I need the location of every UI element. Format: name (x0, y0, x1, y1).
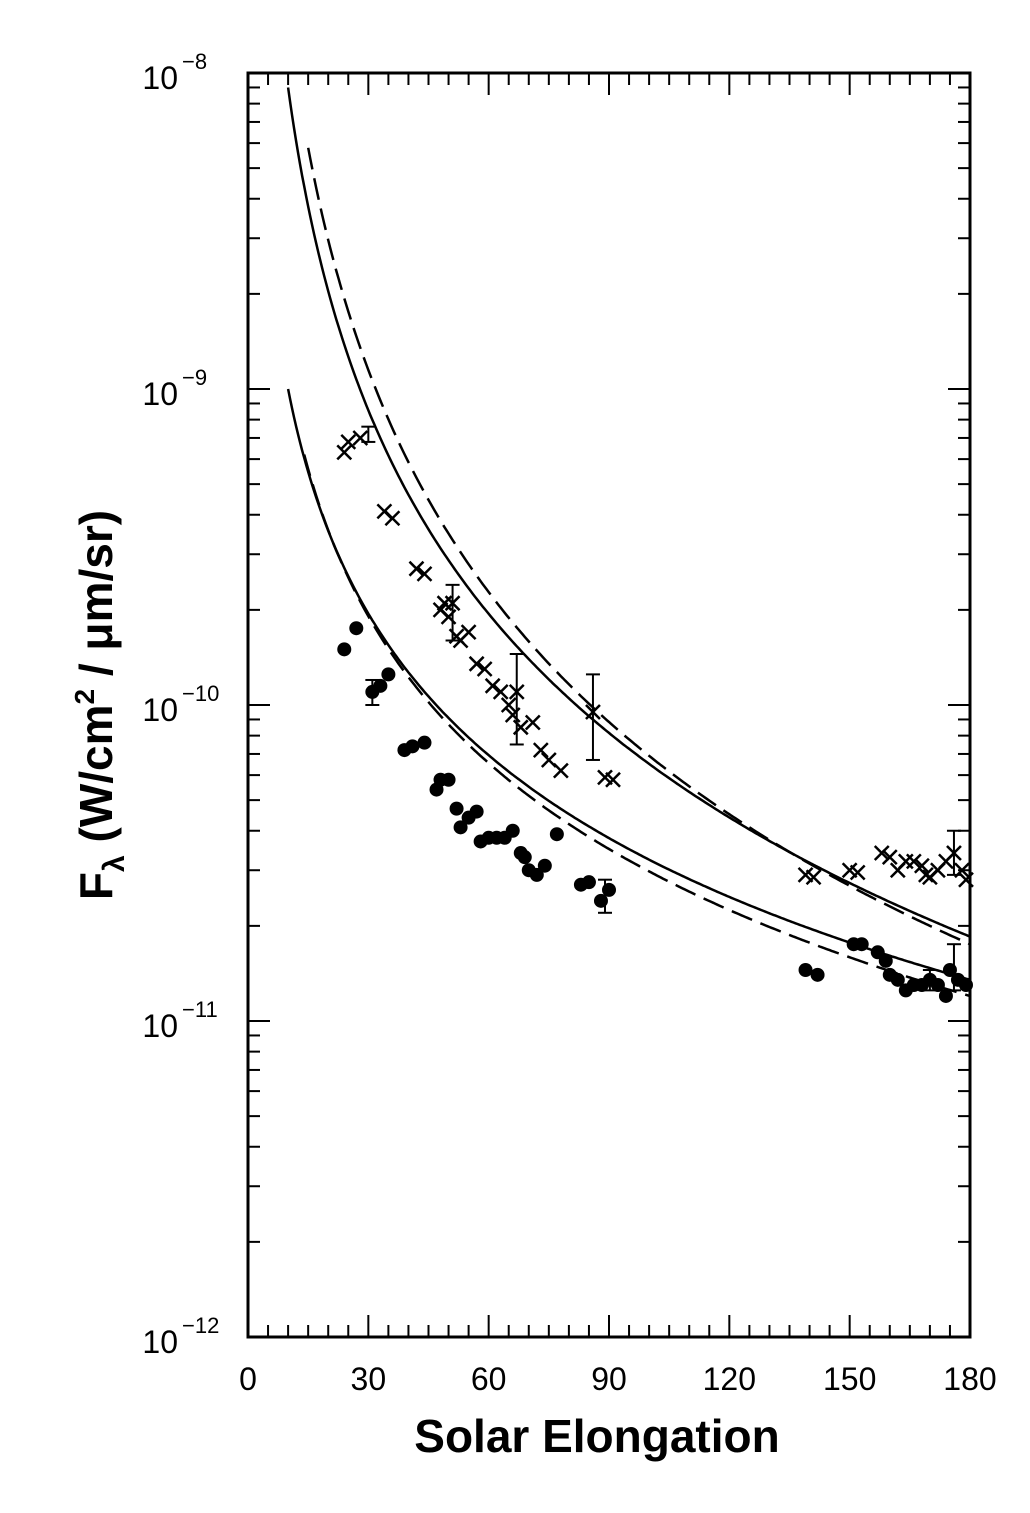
x-tick-label: 150 (823, 1361, 876, 1397)
filled-circle-marker (417, 735, 432, 750)
y-tick-label: 10 (142, 1324, 178, 1360)
x-marker (336, 444, 353, 461)
filled-circle-marker (602, 882, 616, 897)
x-marker (484, 677, 501, 694)
model-curves (286, 87, 971, 998)
filled-circle-marker (469, 804, 484, 819)
x-tick-label: 60 (471, 1361, 507, 1397)
filled-circle-marker (349, 621, 364, 636)
y-tick-label: 10 (142, 376, 178, 412)
filled-circle-marker (537, 858, 552, 873)
x-marker (384, 510, 401, 527)
x-marker (492, 684, 509, 700)
filled-circle-marker (930, 977, 945, 992)
x-marker (897, 853, 914, 870)
x-marker (805, 869, 822, 886)
filled-circle-marker (529, 867, 544, 882)
filled-circle-marker (878, 953, 893, 968)
y-tick-exponent: −11 (182, 997, 218, 1022)
x-marker (552, 762, 569, 779)
filled-circle-marker (942, 963, 957, 978)
plot-frame (246, 71, 972, 1339)
x-marker (504, 707, 521, 723)
filled-circle-marker (854, 937, 869, 952)
x-marker (460, 624, 477, 641)
filled-circle-marker (449, 801, 464, 816)
x-tick-label: 30 (351, 1361, 387, 1397)
x-marker (436, 595, 453, 612)
y-tick-exponent: −8 (182, 49, 207, 74)
x-marker (524, 714, 541, 731)
x-tick-labels: 0 30 60 90 120 150 180 (239, 1361, 997, 1397)
filled-circle-marker (405, 739, 420, 754)
filled-circle-marker (890, 972, 905, 987)
x-tick-label: 90 (591, 1361, 627, 1397)
y-tick-label: 10 (142, 60, 178, 96)
filled-circle-marker (549, 827, 564, 842)
x-marker (958, 871, 974, 888)
y-axis-title-base: F (70, 872, 122, 900)
filled-circle-marker (593, 893, 608, 908)
x-marker (468, 655, 485, 672)
y-axis-title-superscript: 2 (69, 689, 100, 705)
x-marker (416, 565, 433, 582)
y-tick-exponent: −12 (182, 1313, 219, 1338)
x-marker (476, 661, 493, 677)
x-marker (605, 771, 621, 788)
y-axis-title-subscript: λ (98, 855, 131, 872)
x-marker (905, 853, 922, 870)
filled-circle-marker (441, 772, 456, 787)
x-marker (532, 742, 549, 758)
filled-circle-marker (581, 875, 596, 890)
y-tick-exponent: −10 (182, 681, 219, 706)
filled-circle-marker (938, 988, 953, 1003)
x-marker (512, 719, 529, 736)
x-marker (873, 845, 890, 861)
filled-circle-marker (381, 667, 396, 682)
x-marker (340, 434, 357, 450)
x-marker (585, 704, 601, 720)
filled-circle-marker (453, 820, 468, 835)
y-axis-title-text-close: / μm/sr) (70, 510, 122, 689)
filled-circle-marker (798, 963, 813, 978)
x-marker (849, 864, 866, 881)
filled-circle-marker (810, 967, 825, 982)
model-curve-solid (286, 87, 971, 938)
x-marker (508, 684, 525, 700)
error-bars (361, 425, 961, 992)
x-marker (408, 560, 425, 577)
y-tick-label: 10 (142, 692, 178, 728)
x-marker (946, 845, 962, 861)
filled-circle-marker (373, 678, 388, 693)
x-marker (954, 862, 970, 879)
x-marker (881, 849, 898, 866)
y-axis-title: Fλ (W/cm2 / μm/sr) (69, 510, 131, 900)
filled-circle-marker (505, 823, 520, 838)
x-marker (500, 697, 517, 713)
x-marker (440, 609, 457, 625)
y-tick-exponent: −9 (182, 365, 207, 390)
model-curve-dashed (302, 454, 971, 998)
x-tick-label: 0 (239, 1361, 257, 1397)
y-axis-title-text-open: (W/cm (70, 704, 122, 855)
x-marker (444, 595, 461, 612)
filled-circle-marker (958, 977, 973, 992)
data-markers (336, 430, 974, 1003)
filled-circle-marker (517, 850, 532, 865)
x-marker (352, 430, 369, 446)
filled-circle-marker (337, 642, 352, 657)
x-tick-label: 180 (943, 1361, 996, 1397)
axis-ticks (247, 73, 971, 1338)
y-tick-label: 10 (142, 1008, 178, 1044)
x-tick-label: 120 (703, 1361, 756, 1397)
model-curve-dashed (306, 147, 971, 946)
x-axis-title: Solar Elongation (414, 1410, 779, 1462)
x-marker (913, 857, 930, 874)
